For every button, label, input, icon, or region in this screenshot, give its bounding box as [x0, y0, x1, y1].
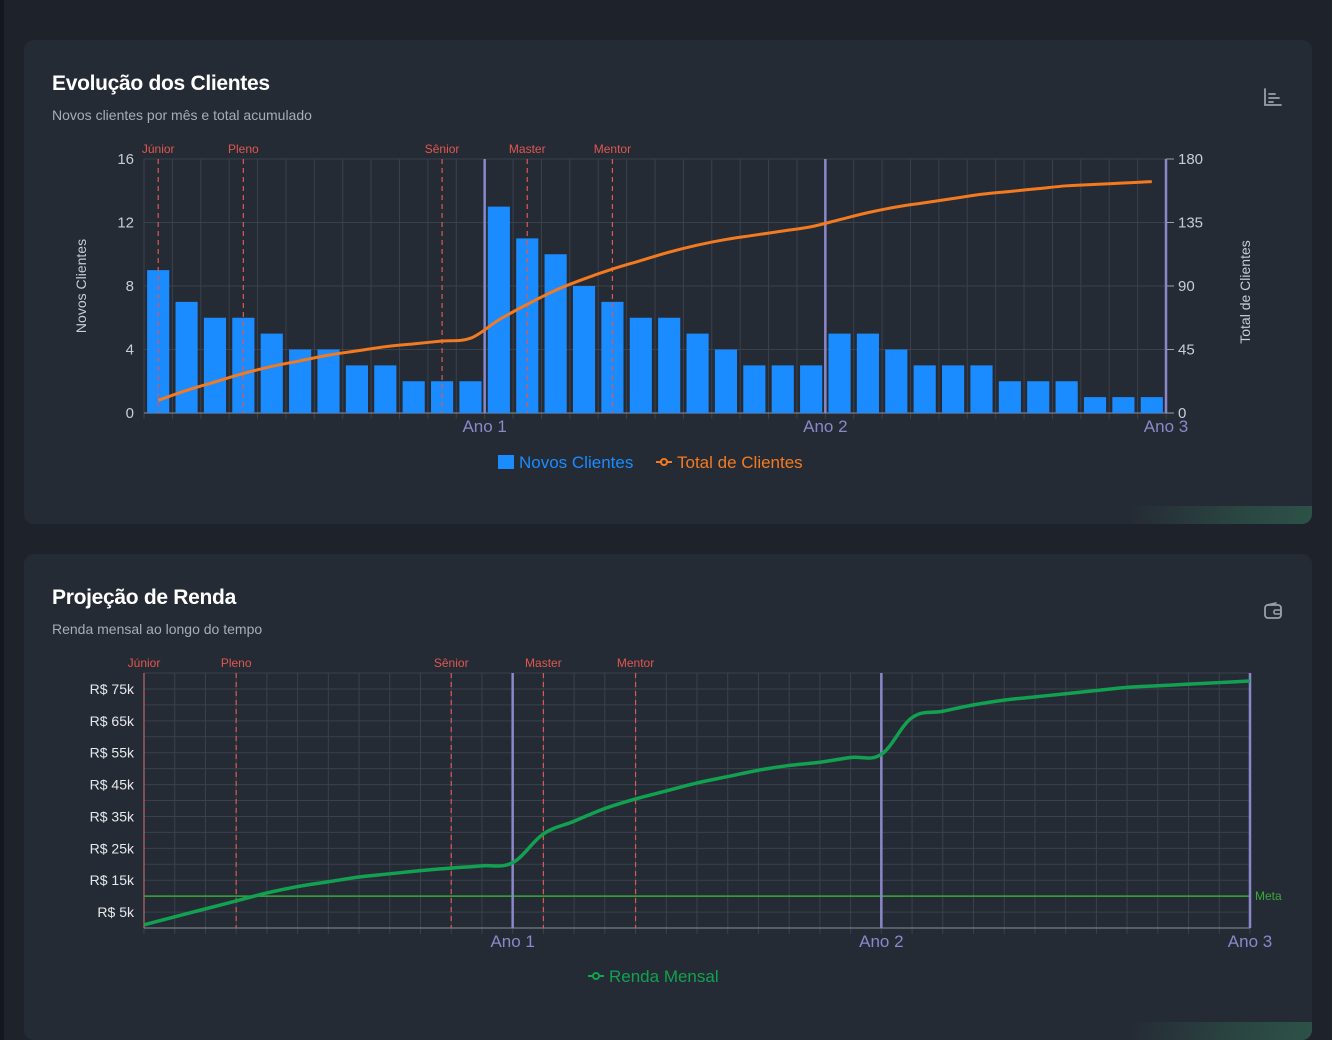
bar-novos-clientes — [629, 317, 652, 413]
y2-tick-label: 180 — [1178, 151, 1203, 168]
y-tick-label: R$ 45k — [90, 777, 135, 793]
bar-novos-clientes — [913, 365, 936, 413]
meta-label: Meta — [1255, 889, 1282, 903]
y-tick-label: R$ 75k — [90, 681, 135, 697]
y-tick-label: R$ 35k — [90, 808, 135, 824]
wallet-icon[interactable] — [1262, 600, 1284, 622]
y-tick-label: 12 — [117, 215, 134, 232]
line-total-clientes — [157, 180, 1152, 402]
bar-novos-clientes — [743, 365, 766, 413]
milestone-label: Master — [509, 142, 546, 156]
bar-novos-clientes — [714, 349, 738, 413]
bar-novos-clientes — [658, 317, 681, 413]
line-renda-mensal — [143, 679, 1251, 927]
y2-tick-label: 0 — [1178, 405, 1186, 422]
bar-novos-clientes — [970, 365, 993, 413]
y-tick-label: 16 — [117, 151, 134, 168]
y-tick-label: R$ 65k — [90, 713, 135, 729]
milestone-label: Master — [525, 656, 562, 670]
bar-novos-clientes — [1083, 397, 1107, 413]
x-tick-label: Ano 3 — [1228, 932, 1272, 951]
y2-axis-title: Total de Clientes — [1237, 240, 1253, 344]
legend-marker-total-clientes — [660, 458, 668, 466]
milestone-label: Júnior — [128, 656, 161, 670]
bar-novos-clientes — [402, 381, 425, 413]
income-chart: R$ 5k R$ 15k R$ 25k R$ 35k R$ 45k R$ 55k R$ 65… — [90, 656, 1282, 986]
clients-chart: 0 4 8 12 16 0 45 90 135 180 Novos Clientes Total de… — [73, 142, 1253, 472]
bar-novos-clientes — [345, 365, 368, 413]
bar-novos-clientes — [686, 333, 709, 413]
bar-novos-clientes — [998, 381, 1021, 413]
clients-card-subtitle: Novos clientes por mês e total acumulado — [52, 107, 312, 123]
window-edge — [0, 0, 4, 1040]
milestone-label: Sênior — [425, 142, 460, 156]
bar-novos-clientes — [289, 349, 312, 413]
milestone-label: Pleno — [221, 656, 252, 670]
corner-decoration — [1132, 506, 1312, 524]
bar-novos-clientes — [856, 333, 879, 413]
legend-label-novos-clientes: Novos Clientes — [519, 453, 633, 472]
y-tick-label: R$ 55k — [90, 745, 135, 761]
y2-tick-label: 90 — [1178, 278, 1195, 295]
milestone-label: Mentor — [594, 142, 631, 156]
y-tick-label: R$ 25k — [90, 840, 135, 856]
x-tick-label: Ano 3 — [1144, 417, 1188, 436]
bar-novos-clientes — [828, 333, 851, 413]
corner-decoration — [1132, 1022, 1312, 1040]
milestone-label: Mentor — [617, 656, 654, 670]
y-tick-label: R$ 15k — [90, 872, 135, 888]
bar-novos-clientes — [203, 317, 227, 413]
bar-novos-clientes — [260, 333, 283, 413]
y2-tick-label: 45 — [1178, 342, 1195, 359]
y-axis-title: Novos Clientes — [73, 239, 89, 333]
income-card-subtitle: Renda mensal ao longo do tempo — [52, 621, 263, 637]
bar-novos-clientes — [1140, 397, 1163, 413]
x-tick-label: Ano 2 — [859, 932, 903, 951]
bar-novos-clientes — [544, 254, 567, 413]
income-chart-card: Projeção de Renda Renda mensal ao longo … — [24, 554, 1312, 1040]
bar-novos-clientes — [459, 381, 482, 413]
x-tick-label: Ano 1 — [462, 417, 506, 436]
milestone-label: Pleno — [228, 142, 259, 156]
bar-novos-clientes — [1055, 381, 1078, 413]
milestone-label: Júnior — [142, 142, 175, 156]
bar-chart-icon[interactable] — [1262, 86, 1284, 108]
y-tick-label: R$ 5k — [97, 904, 135, 920]
bar-novos-clientes — [374, 365, 397, 413]
bar-novos-clientes — [1112, 397, 1135, 413]
bar-novos-clientes — [487, 206, 510, 413]
legend-label-total-clientes: Total de Clientes — [677, 453, 803, 472]
bar-novos-clientes — [800, 365, 823, 413]
y-tick-label: 8 — [126, 278, 134, 295]
milestone-label: Sênior — [434, 656, 469, 670]
bar-novos-clientes — [317, 349, 340, 413]
x-tick-label: Ano 1 — [490, 932, 534, 951]
clients-card-title: Evolução dos Clientes — [52, 72, 270, 95]
bar-novos-clientes — [885, 349, 908, 413]
bar-novos-clientes — [771, 365, 794, 413]
legend-swatch-novos-clientes — [498, 455, 514, 469]
legend-marker-renda-mensal — [592, 972, 600, 980]
bar-novos-clientes — [942, 365, 965, 413]
bar-novos-clientes — [1027, 381, 1050, 413]
y-tick-label: 4 — [126, 342, 134, 359]
income-card-title: Projeção de Renda — [52, 586, 236, 609]
clients-chart-card: Evolução dos Clientes Novos clientes por… — [24, 40, 1312, 524]
bar-novos-clientes — [175, 301, 198, 413]
x-tick-label: Ano 2 — [803, 417, 847, 436]
bar-novos-clientes — [232, 317, 255, 413]
legend-label-renda-mensal: Renda Mensal — [609, 967, 719, 986]
y2-tick-label: 135 — [1178, 215, 1203, 232]
y-tick-label: 0 — [126, 405, 134, 422]
bar-novos-clientes — [572, 286, 596, 413]
